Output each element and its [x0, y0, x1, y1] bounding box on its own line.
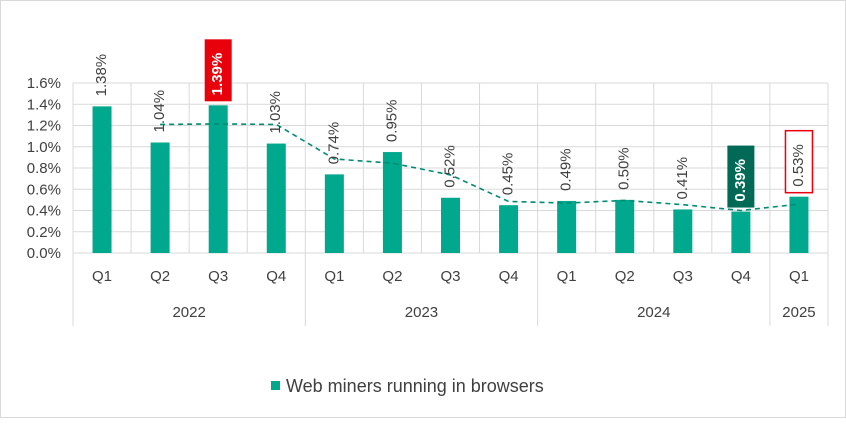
- data-label: 0.49%: [558, 148, 575, 191]
- y-tick-label: 1.0%: [27, 139, 61, 156]
- data-label: 0.45%: [500, 153, 517, 196]
- data-label: 0.39%: [732, 159, 749, 202]
- bar: [615, 199, 635, 253]
- legend-swatch: [271, 381, 280, 390]
- bar: [499, 205, 519, 253]
- data-label: 0.95%: [383, 100, 400, 143]
- data-label: 0.74%: [325, 122, 342, 165]
- bar: [266, 143, 286, 253]
- data-label: 1.04%: [151, 90, 168, 133]
- data-label: 0.50%: [616, 147, 633, 190]
- x-group-label: 2023: [405, 304, 438, 321]
- y-tick-label: 1.4%: [27, 96, 61, 113]
- x-tick-label: Q2: [150, 268, 170, 285]
- trendline: [160, 123, 800, 212]
- bar: [673, 209, 693, 253]
- data-label: 0.41%: [674, 157, 691, 200]
- highlight-box: [204, 39, 232, 102]
- y-tick-label: 0.6%: [27, 181, 61, 198]
- x-tick-label: Q2: [382, 268, 402, 285]
- bar: [150, 142, 170, 253]
- highlight-box: [784, 129, 814, 194]
- y-tick-label: 1.2%: [27, 118, 61, 135]
- data-label: 1.38%: [93, 54, 110, 97]
- highlight-box: [727, 145, 755, 208]
- x-tick-label: Q3: [440, 268, 460, 285]
- bar: [731, 211, 751, 253]
- bar: [382, 152, 402, 253]
- legend-label: Web miners running in browsers: [286, 376, 544, 396]
- data-label: 1.39%: [209, 53, 226, 96]
- bar: [557, 200, 577, 253]
- x-tick-label: Q4: [266, 268, 286, 285]
- x-tick-label: Q3: [208, 268, 228, 285]
- y-tick-label: 0.2%: [27, 224, 61, 241]
- data-label: 0.53%: [790, 144, 807, 187]
- x-tick-label: Q4: [731, 268, 751, 285]
- y-tick-label: 0.4%: [27, 203, 61, 220]
- x-tick-label: Q1: [324, 268, 344, 285]
- x-tick-label: Q1: [557, 268, 577, 285]
- y-tick-label: 1.6%: [27, 75, 61, 92]
- x-group-label: 2024: [637, 304, 670, 321]
- x-tick-label: Q1: [92, 268, 112, 285]
- bar: [92, 106, 112, 253]
- x-tick-label: Q2: [615, 268, 635, 285]
- bar: [441, 197, 460, 253]
- data-label: 1.03%: [267, 91, 284, 134]
- bar: [789, 196, 809, 253]
- x-group-label: 2022: [172, 304, 205, 321]
- bar: [208, 105, 228, 253]
- y-tick-label: 0.0%: [27, 245, 61, 262]
- x-tick-label: Q3: [673, 268, 693, 285]
- x-tick-label: Q4: [499, 268, 519, 285]
- y-tick-label: 0.8%: [27, 160, 61, 177]
- data-label: 0.52%: [441, 145, 458, 188]
- x-tick-label: Q1: [789, 268, 809, 285]
- bar: [324, 174, 344, 253]
- x-group-label: 2025: [782, 304, 815, 321]
